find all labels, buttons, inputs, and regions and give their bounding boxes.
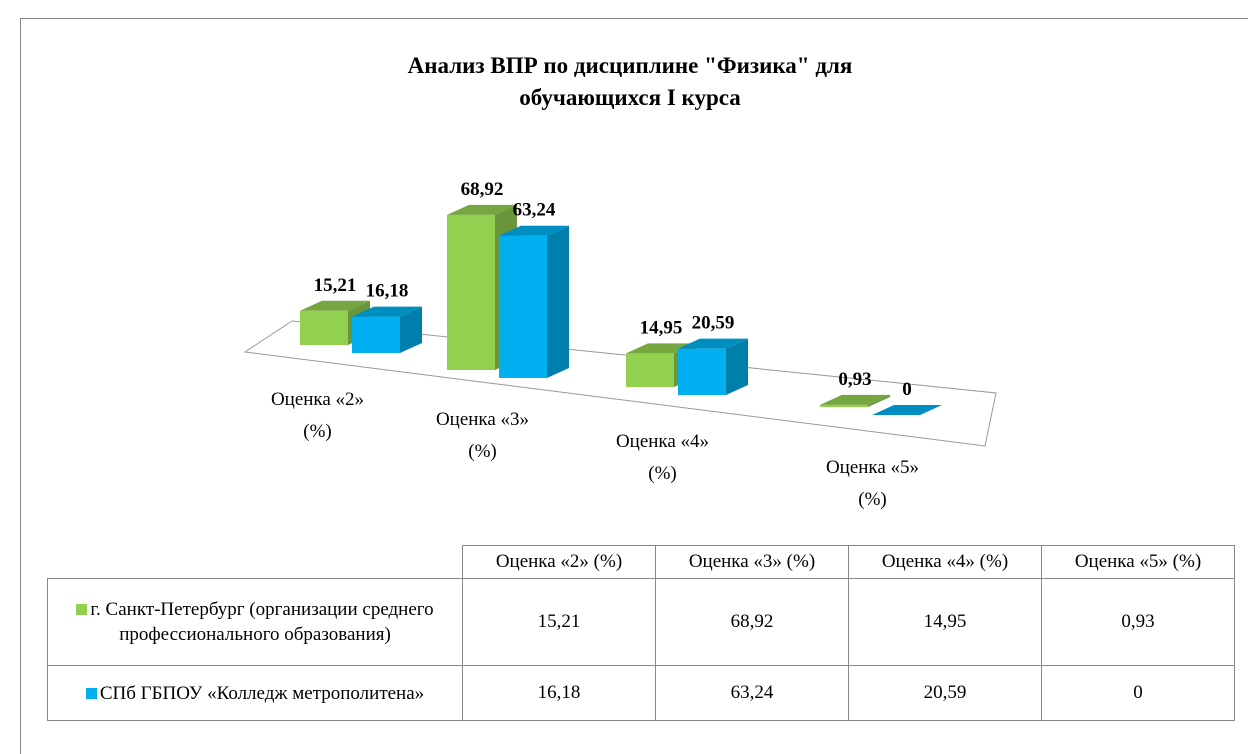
header-cell: Оценка «5» (%)	[1041, 545, 1235, 579]
value-cell: 15,21	[462, 578, 656, 666]
value-cell: 0,93	[1041, 578, 1235, 666]
data-label: 15,21	[314, 275, 357, 296]
bar-side	[400, 306, 422, 353]
bar-side	[726, 338, 748, 395]
bar	[678, 338, 748, 395]
header-cell: Оценка «2» (%)	[462, 545, 656, 579]
bar-front	[499, 235, 547, 378]
bar-front	[678, 348, 726, 395]
value-cell: 14,95	[848, 578, 1042, 666]
bar-side	[868, 394, 890, 407]
data-row: г. Санкт-Петербург (организации среднего…	[47, 578, 1235, 666]
bar	[352, 306, 422, 353]
bar-side	[547, 225, 569, 378]
legend-label: г. Санкт-Петербург (организации среднего…	[90, 599, 434, 645]
bar-top	[820, 394, 890, 405]
header-cell: Оценка «3» (%)	[655, 545, 849, 579]
bar-front	[626, 353, 674, 387]
header-row: Оценка «2» (%) Оценка «3» (%) Оценка «4» (…	[47, 545, 1235, 579]
bar-top	[447, 204, 517, 215]
bar	[820, 394, 890, 407]
data-label: 14,95	[640, 317, 683, 338]
floor	[243, 320, 997, 447]
chart-title: Анализ ВПР по дисциплине "Физика" для об…	[407, 53, 853, 110]
data-label: 0,93	[838, 369, 871, 390]
data-table: Оценка «2» (%) Оценка «3» (%) Оценка «4» (…	[47, 545, 1235, 721]
bar-front	[352, 316, 400, 353]
series-cell: СПб ГБПОУ «Колледж метрополитена»	[47, 665, 463, 721]
bar-top	[499, 225, 569, 236]
value-cell: 63,24	[655, 665, 849, 721]
value-cell: 0	[1041, 665, 1235, 721]
bar-top	[678, 338, 748, 349]
bar	[872, 405, 942, 415]
legend-marker	[85, 687, 97, 699]
bar-front	[300, 310, 348, 345]
category-label: Оценка «2» (%)	[270, 389, 365, 442]
header-cell: Оценка «4» (%)	[848, 545, 1042, 579]
value-cell: 16,18	[462, 665, 656, 721]
bar-top	[352, 306, 422, 317]
category-label: Оценка «5» (%)	[825, 457, 920, 510]
data-row: СПб ГБПОУ «Колледж метрополитена» 16,18 63…	[47, 665, 1235, 721]
bar-front	[447, 214, 495, 370]
category-label: Оценка «3» (%)	[435, 409, 530, 462]
data-label: 16,18	[366, 281, 409, 302]
bar-top	[300, 300, 370, 311]
plot: 15,21 16,18 68,92 63,24 14,95 20,59 0,93 0	[243, 179, 997, 447]
data-label: 63,24	[513, 200, 556, 221]
series-cell: г. Санкт-Петербург (организации среднего…	[47, 578, 463, 666]
bar-top	[872, 405, 942, 415]
value-cell: 68,92	[655, 578, 849, 666]
value-cell: 20,59	[848, 665, 1042, 721]
category-label: Оценка «4» (%)	[615, 431, 710, 484]
legend-label: СПб ГБПОУ «Колледж метрополитена»	[99, 682, 425, 704]
data-label: 68,92	[461, 179, 504, 200]
legend-marker	[76, 604, 88, 615]
bar	[499, 225, 569, 378]
data-label: 20,59	[692, 313, 735, 334]
bar-front	[820, 404, 868, 407]
chart-frame	[20, 18, 1248, 754]
blank-cell	[47, 545, 463, 579]
data-label: 0	[902, 379, 912, 400]
